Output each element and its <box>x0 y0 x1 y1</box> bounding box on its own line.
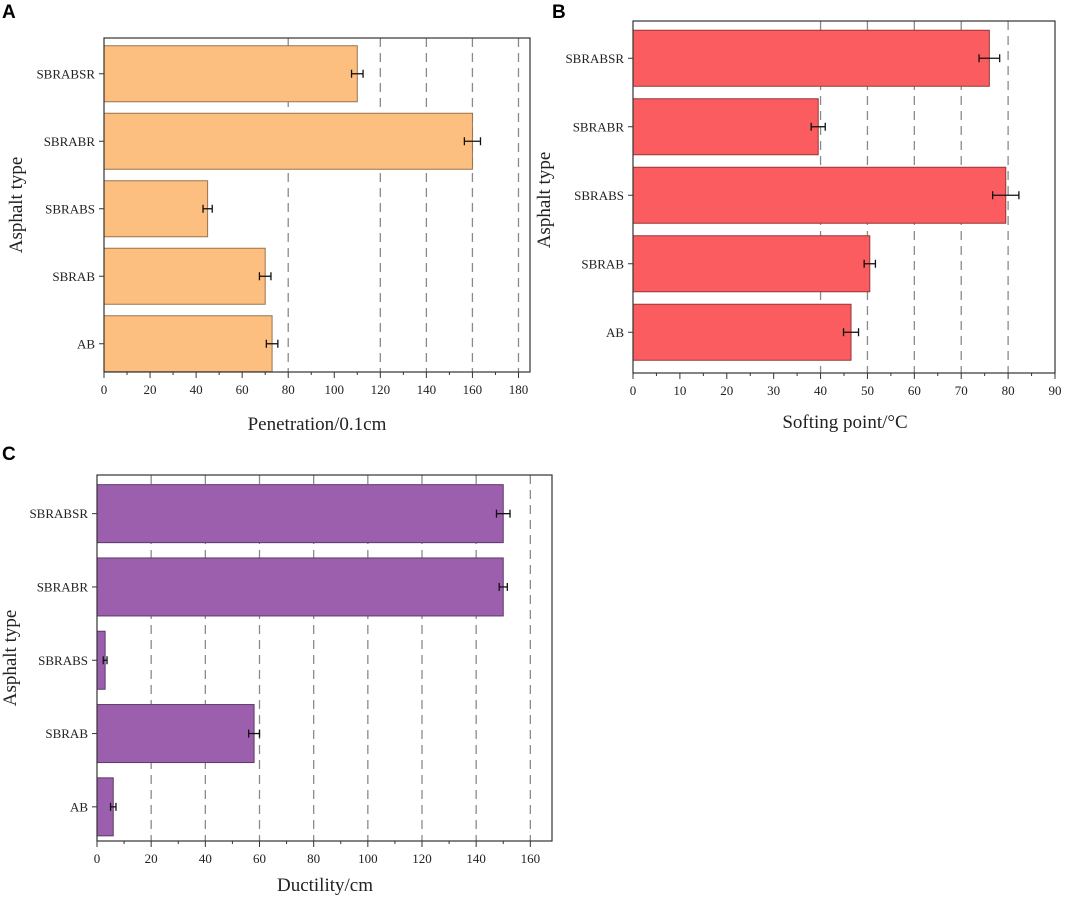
chart-b-x-tick-label: 90 <box>1049 383 1062 398</box>
chart-a-y-tick-label: SBRABSR <box>36 66 95 81</box>
chart-b-x-tick-label: 20 <box>720 383 733 398</box>
chart-b-y-tick-label: SBRAB <box>581 256 624 271</box>
chart-b-x-tick-label: 50 <box>861 383 874 398</box>
chart-b-y-tick-label: SBRABS <box>574 188 624 203</box>
chart-a-bar <box>103 45 358 103</box>
chart-a-x-tick-label: 160 <box>463 382 483 397</box>
chart-b-x-tick-label: 10 <box>673 383 686 398</box>
chart-b-y-tick-label: SBRABSR <box>565 51 624 66</box>
chart-b-bar <box>632 29 990 87</box>
chart-b-panel-label: B <box>552 2 566 23</box>
chart-b-y-axis-title: Asphalt type <box>534 152 555 249</box>
chart-c-x-tick-label: 20 <box>145 851 158 866</box>
chart-a-x-tick-label: 140 <box>417 382 437 397</box>
chart-a-y-tick-label: SBRABR <box>44 134 96 149</box>
chart-a-x-axis-title: Penetration/0.1cm <box>248 414 387 435</box>
chart-c-bar <box>96 484 504 544</box>
chart-c-panel: C SBRABSR SBRABR SBRABS SBRAB AB 0 20 40 60 80 100 1… <box>0 444 553 896</box>
chart-c-y-tick-label: SBRAB <box>45 726 88 741</box>
chart-c-x-tick-label: 160 <box>521 851 541 866</box>
chart-c-x-tick-label: 60 <box>253 851 266 866</box>
chart-c-panel-label: C <box>2 444 16 465</box>
chart-b-x-tick-label: 80 <box>1002 383 1015 398</box>
chart-c-x-axis-title: Ductility/cm <box>277 875 373 896</box>
chart-c-x-tick-label: 120 <box>412 851 432 866</box>
chart-c-x-tick-label: 100 <box>358 851 378 866</box>
chart-c-y-axis-title: Asphalt type <box>0 610 21 707</box>
chart-a-x-tick-label: 20 <box>144 382 157 397</box>
chart-c-y-tick-label: SBRABSR <box>29 506 88 521</box>
chart-a-y-tick-label: SBRABS <box>45 201 95 216</box>
chart-a-bar <box>103 180 209 238</box>
chart-a-x-tick-label: 40 <box>190 382 203 397</box>
chart-a-bar <box>103 247 266 305</box>
chart-a-bar <box>103 315 273 373</box>
chart-c-frame <box>96 474 553 842</box>
chart-c-bar <box>96 557 504 617</box>
chart-a-x-tick-label: 120 <box>371 382 391 397</box>
chart-a-x-tick-label: 80 <box>282 382 295 397</box>
chart-b-bar <box>632 303 852 361</box>
chart-b-x-tick-label: 40 <box>814 383 827 398</box>
chart-c-x-tick-label: 40 <box>199 851 212 866</box>
chart-b-panel: B SBRABSR SBRABR SBRABS SBRAB AB 0 10 20 30 40 50 60… <box>534 2 1062 433</box>
chart-b-x-tick-label: 30 <box>767 383 780 398</box>
chart-c-y-tick-label: AB <box>70 799 88 814</box>
chart-b-x-tick-label: 0 <box>630 383 637 398</box>
chart-a-x-tick-label: 60 <box>236 382 249 397</box>
chart-c-x-tick-label: 80 <box>307 851 320 866</box>
chart-a-frame <box>103 37 531 373</box>
chart-a-x-tick-label: 0 <box>101 382 108 397</box>
chart-c-y-tick-label: SBRABR <box>37 579 89 594</box>
chart-a-x-tick-label: 180 <box>509 382 529 397</box>
chart-c-bar <box>96 704 255 764</box>
chart-a-panel-label: A <box>2 2 16 23</box>
chart-a-x-tick-label: 100 <box>325 382 345 397</box>
chart-b-bar <box>632 235 871 293</box>
chart-b-x-tick-label: 70 <box>955 383 968 398</box>
chart-c-x-tick-label: 140 <box>466 851 486 866</box>
chart-a-y-axis-title: Asphalt type <box>6 157 27 254</box>
chart-b-y-tick-label: AB <box>606 325 624 340</box>
chart-a-y-tick-label: SBRAB <box>52 269 95 284</box>
chart-a-bar <box>103 112 473 170</box>
chart-b-x-tick-label: 60 <box>908 383 921 398</box>
chart-b-x-axis-title: Softing point/°C <box>782 412 907 433</box>
chart-b-bar <box>632 166 1007 224</box>
chart-c-x-tick-label: 0 <box>94 851 101 866</box>
chart-b-bar <box>632 98 819 156</box>
chart-a-y-tick-label: AB <box>77 336 95 351</box>
chart-b-y-tick-label: SBRABR <box>573 119 625 134</box>
chart-a-panel: A SBRABSR SBRABR SBRABS SBRAB AB 0 20 40 60 80 100 1… <box>2 2 531 435</box>
chart-c-y-tick-label: SBRABS <box>38 653 88 668</box>
